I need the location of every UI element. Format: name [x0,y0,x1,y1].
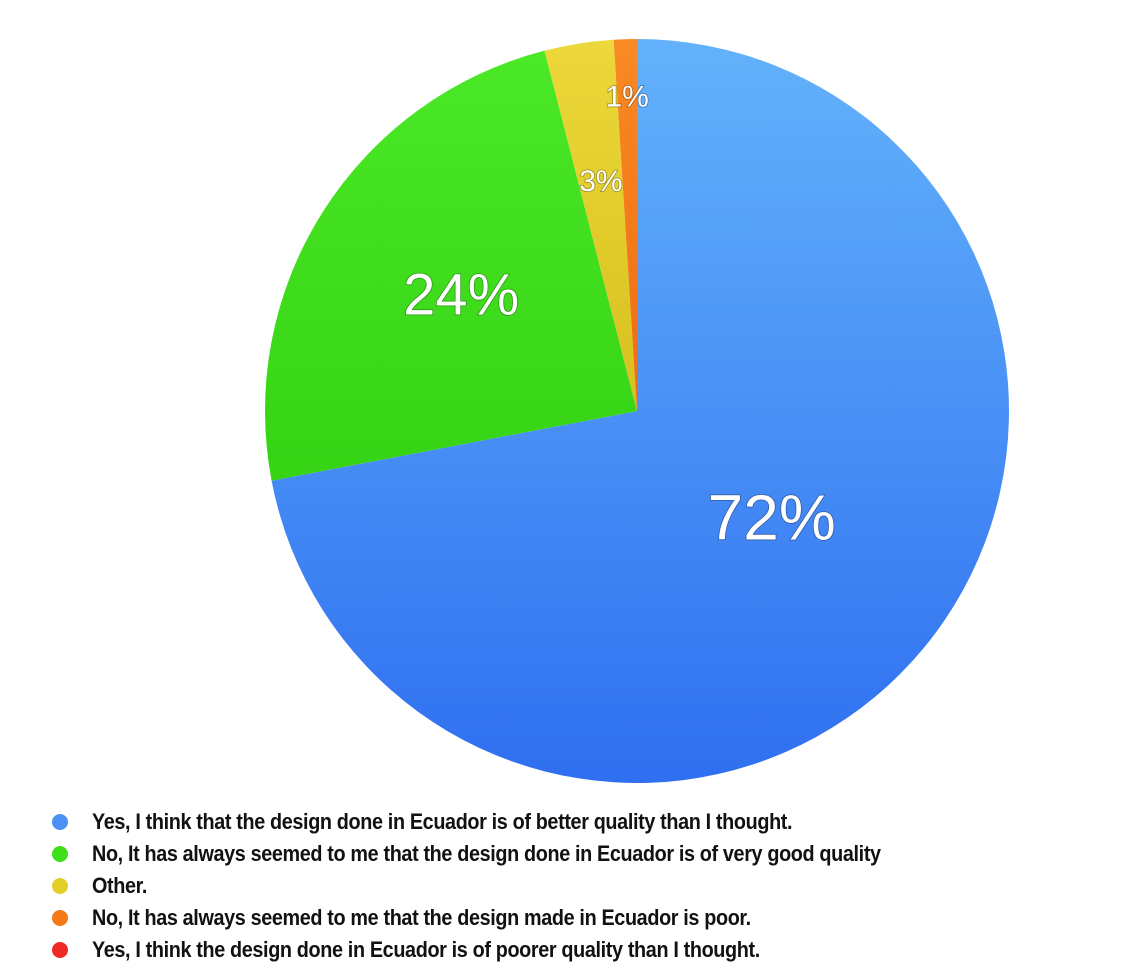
pie-slices [265,39,1010,783]
legend-item-0: Yes, I think that the design done in Ecu… [52,806,968,838]
legend-label-4: Yes, I think the design done in Ecuador … [92,937,760,962]
legend-marker-4 [52,942,68,958]
legend-marker-2 [52,878,68,894]
legend-marker-1 [52,846,68,862]
legend-marker-3 [52,910,68,926]
legend-marker-0 [52,814,68,830]
legend: Yes, I think that the design done in Ecu… [52,806,968,966]
pie-slice-2 [544,39,637,411]
pie-slice-1 [265,50,637,481]
legend-item-3: No, It has always seemed to me that the … [52,902,968,934]
legend-item-1: No, It has always seemed to me that the … [52,838,968,870]
legend-item-4: Yes, I think the design done in Ecuador … [52,934,968,966]
pie-slice-label-1: 24% [403,263,519,328]
pie-slice-label-0: 72% [708,481,836,553]
legend-label-3: No, It has always seemed to me that the … [92,905,751,930]
legend-label-2: Other. [92,873,148,898]
legend-label-0: Yes, I think that the design done in Ecu… [92,809,793,834]
pie-chart-canvas: 72% 24% 3% 1% [265,39,1010,783]
legend-item-2: Other. [52,870,968,902]
pie-slice-label-3: 1% [606,81,649,114]
pie-slice-labels: 72% 24% 3% 1% [402,80,836,554]
pie-slice-3 [613,39,637,411]
pie-slice-label-2: 3% [579,165,622,198]
legend-label-1: No, It has always seemed to me that the … [92,841,881,866]
pie-slice-0 [271,39,1010,783]
